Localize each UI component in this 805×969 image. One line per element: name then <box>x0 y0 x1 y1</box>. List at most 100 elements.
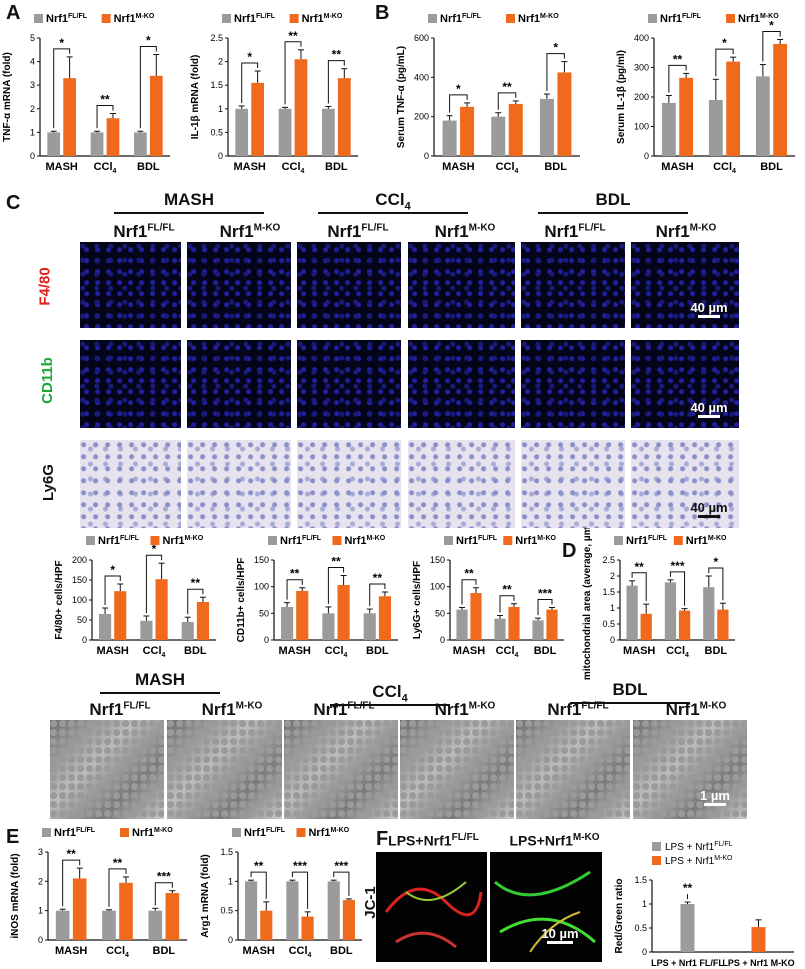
legend-label-fl: Nrf1FL/FL <box>280 535 322 547</box>
bar <box>119 882 133 940</box>
bar <box>296 590 309 640</box>
x-tick-label: MASH <box>661 161 693 173</box>
chart-inos-mrna: 0 1 2 3 iNOS mRNA (fold) MASH ** CCl4 ** BDL *** Nr… <box>10 827 187 959</box>
y-tick-label: 2.5 <box>210 33 223 43</box>
sig-bracket <box>537 598 553 616</box>
legend-swatch-fl <box>614 536 623 545</box>
bar <box>494 618 506 640</box>
legend-label-ko: Nrf1M-KO <box>114 13 155 25</box>
y-tick-label: 150 <box>254 555 269 565</box>
chart-arg1-mrna: 0 0.5 1 1.5 Arg1 mRNA (fold) MASH ** CCl4 *** BDL… <box>200 827 362 959</box>
bar <box>148 910 163 940</box>
legend: Nrf1FL/FL Nrf1M-KO <box>86 535 204 547</box>
x-tick-label: BDL <box>534 645 557 657</box>
sig-label: ** <box>254 859 264 873</box>
panel-label-d: D <box>562 540 577 562</box>
bar <box>508 103 523 156</box>
legend-swatch-fl <box>652 842 661 851</box>
sig-label: ** <box>332 48 342 62</box>
sig-label: ** <box>502 583 512 597</box>
legend-swatch-ko <box>503 536 513 545</box>
col-header-fl-1: Nrf1FL/FL <box>113 222 175 241</box>
legend-label-fl: Nrf1FL/FL <box>626 535 668 547</box>
sig-label: * <box>146 34 151 48</box>
legend: LPS + Nrf1FL/FL LPS + Nrf1M-KO <box>652 841 733 867</box>
legend-label-fl: Nrf1FL/FL <box>440 13 482 25</box>
group-line-mash <box>114 212 264 214</box>
bar <box>337 585 350 640</box>
y-tick-label: 150 <box>72 575 87 585</box>
sig-bracket <box>187 588 204 615</box>
y-tick-label: 200 <box>634 92 649 102</box>
y-tick-label: 0 <box>30 151 35 161</box>
bar <box>664 582 677 640</box>
bar <box>322 613 335 640</box>
sig-bracket <box>62 859 81 907</box>
legend-swatch-fl <box>222 14 231 23</box>
x-tick-label: CCl4 <box>94 161 117 175</box>
sig-label: ** <box>464 567 474 581</box>
chart-tnfa-mrna: 0 1 2 3 4 5 TNF-α mRNA (fold) MASH * CCl4 ** BDL * Nr… <box>2 13 170 175</box>
img-f480-ccl4-ko <box>408 242 515 328</box>
chart-ly6g-cells: 0 50 100 150 Ly6G+ cells/HPF MASH ** CCl4 ** BDL *… <box>412 535 564 659</box>
legend-label-ko: LPS + Nrf1M-KO <box>665 855 733 867</box>
y-tick-label: 50 <box>77 615 87 625</box>
col-header-fl-2: Nrf1FL/FL <box>327 222 389 241</box>
y-tick-label: 0 <box>642 947 647 957</box>
bar <box>327 881 340 940</box>
img-ly6g-ccl4-ko <box>408 440 515 528</box>
y-tick-label: 1 <box>30 127 35 137</box>
legend-label-fl: Nrf1FL/FL <box>54 827 96 839</box>
y-tick-label: 0 <box>228 935 233 945</box>
y-tick-label: 1.5 <box>210 80 223 90</box>
bar <box>680 904 695 952</box>
sig-label: *** <box>334 859 348 873</box>
tem-header-bdl: BDL <box>612 680 648 699</box>
bar <box>726 61 741 156</box>
y-tick-label: 2 <box>218 57 223 67</box>
img-ly6g-ccl4-fl <box>297 440 401 528</box>
legend-swatch-ko <box>296 828 306 837</box>
sig-label: * <box>553 41 558 55</box>
sig-label: *** <box>293 859 307 873</box>
scalebar-40um-3: 40 µm <box>684 500 734 518</box>
y-axis-label: F4/80+ cells/HPF <box>54 560 65 639</box>
legend: Nrf1FL/FL Nrf1M-KO <box>34 13 155 25</box>
x-tick-label: LPS + Nrf1 M-KO <box>722 958 794 968</box>
scalebar-40um-1: 40 µm <box>684 300 734 318</box>
y-axis-label: IL-1β mRNA (fold) <box>190 55 201 140</box>
legend-swatch-ko <box>673 536 683 545</box>
x-tick-label: CCl4 <box>325 645 348 659</box>
bar <box>321 108 335 156</box>
bar <box>235 108 249 156</box>
img-ly6g-mash-fl <box>80 440 181 528</box>
legend-swatch-ko <box>289 14 299 23</box>
legend: Nrf1FL/FL Nrf1M-KO <box>614 535 727 547</box>
sig-bracket <box>708 567 724 601</box>
y-tick-label: 0 <box>264 635 269 645</box>
bar <box>260 910 273 940</box>
legend-label-ko: Nrf1M-KO <box>344 535 385 547</box>
y-axis-label: Ly6G+ cells/HPF <box>412 561 423 639</box>
x-tick-label: BDL <box>137 161 160 173</box>
y-tick-label: 200 <box>72 555 87 565</box>
bar <box>181 622 194 640</box>
bar <box>773 43 788 156</box>
tem-ccl4-ko <box>400 720 514 819</box>
bar <box>98 614 112 640</box>
y-tick-label: 150 <box>430 555 445 565</box>
x-tick-label: BDL <box>544 161 567 173</box>
bar <box>456 609 468 640</box>
bar <box>140 620 153 640</box>
col-header-ko-2: Nrf1M-KO <box>434 222 496 241</box>
tem-col-ko-1: Nrf1M-KO <box>201 700 263 719</box>
bar <box>751 927 766 952</box>
x-tick-label: MASH <box>233 161 265 173</box>
legend-label-ko: Nrf1M-KO <box>308 827 349 839</box>
y-tick-label: 200 <box>414 112 429 122</box>
y-tick-label: 100 <box>634 122 649 132</box>
sig-label: * <box>713 555 718 569</box>
chart-mito-area: 0 0.5 1 1.5 2 2.5 mitochondrial area (average,… <box>582 520 735 680</box>
x-tick-label: LPS + Nrf1 FL/FL <box>651 958 724 968</box>
